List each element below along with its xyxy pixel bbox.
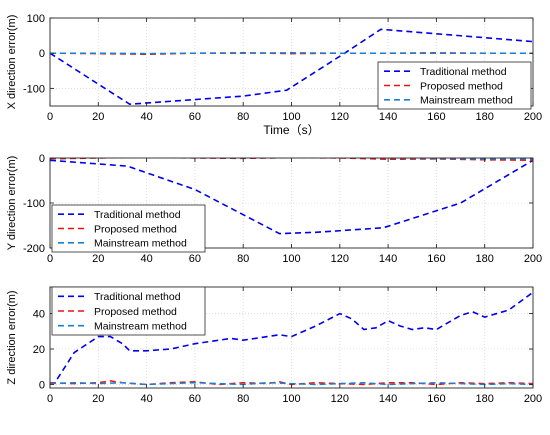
x-tick-label: 60	[189, 111, 201, 123]
series-line-mainstream-method	[50, 52, 533, 55]
x-tick-label: 100	[282, 253, 300, 265]
y-tick-label: 20	[33, 344, 45, 356]
x-tick-label: 40	[140, 393, 152, 405]
y-tick-label: -100	[23, 83, 45, 95]
x-tick-label: 100	[282, 393, 300, 405]
series-line-traditional-method	[50, 28, 533, 106]
x-tick-label: 100	[282, 111, 300, 123]
x-tick-label: 180	[476, 111, 494, 123]
legend-entry: Mainstream method	[420, 95, 513, 107]
legend-entry: Proposed method	[420, 80, 503, 92]
x-tick-label: 200	[524, 111, 542, 123]
series-line-proposed-method	[50, 380, 533, 386]
x-tick-label: 180	[476, 393, 494, 405]
legend-entry: Proposed method	[94, 306, 177, 318]
y-tick-label: 40	[33, 309, 45, 321]
y-tick-label: 0	[39, 379, 45, 391]
x-tick-label: 80	[237, 111, 249, 123]
series-line-mainstream-method	[50, 158, 533, 160]
legend: Traditional method Proposed method Mainstr…	[377, 61, 532, 110]
x-tick-label: 80	[237, 253, 249, 265]
legend-entry: Mainstream method	[94, 238, 187, 250]
y-tick-label: -100	[23, 198, 45, 210]
y-tick-label: 0	[39, 153, 45, 165]
x-tick-label: 120	[331, 253, 349, 265]
legend-entry: Proposed method	[94, 223, 177, 235]
x-tick-label: 60	[189, 393, 201, 405]
legend-box	[51, 204, 206, 253]
x-tick-label: 160	[427, 393, 445, 405]
legend-box	[51, 286, 206, 336]
legend-box	[377, 61, 532, 110]
x-tick-label: 0	[47, 393, 53, 405]
x-tick-label: 80	[237, 393, 249, 405]
legend-entry: Traditional method	[94, 209, 181, 221]
x-tick-label: 20	[92, 111, 104, 123]
x-axis-label: Time（s）	[263, 123, 319, 137]
y-axis-label: X direction error(m)	[6, 15, 18, 110]
legend-entry: Traditional method	[420, 66, 507, 78]
x-tick-label: 0	[47, 253, 53, 265]
series-line-traditional-method	[50, 159, 533, 235]
x-tick-label: 120	[331, 393, 349, 405]
x-tick-label: 20	[92, 253, 104, 265]
x-tick-label: 120	[331, 111, 349, 123]
y-axis-label: Y direction error(m)	[6, 156, 18, 251]
x-tick-label: 140	[379, 253, 397, 265]
legend-entry: Mainstream method	[94, 320, 187, 332]
chart-panel-3: 0 20 40 60 80 100 120 140 160 180 200 0 20 40 Z direct…	[6, 286, 542, 405]
y-tick-label: 0	[39, 48, 45, 60]
x-tick-label: 140	[379, 111, 397, 123]
y-tick-label: 100	[27, 13, 45, 25]
x-tick-label: 20	[92, 393, 104, 405]
x-tick-label: 40	[140, 111, 152, 123]
x-tick-label: 140	[379, 393, 397, 405]
legend: Traditional method Proposed method Mainstr…	[51, 204, 206, 253]
x-tick-label: 40	[140, 253, 152, 265]
chart-panel-1: 0 20 40 60 80 100 120 140 160 180 200-1000100Time（…	[6, 13, 542, 137]
chart-panel-2: 0 20 40 60 80 100 120 140 160 180 200 -200 -100 0 Y di…	[6, 153, 542, 265]
series-line-traditional-method	[56, 291, 533, 380]
legend: Traditional method Proposed method Mainstr…	[51, 286, 206, 336]
x-tick-label: 160	[427, 111, 445, 123]
x-tick-label: 200	[524, 393, 542, 405]
legend-entry: Traditional method	[94, 291, 181, 303]
x-tick-label: 160	[427, 253, 445, 265]
x-tick-label: 0	[47, 111, 53, 123]
x-tick-label: 180	[476, 253, 494, 265]
y-axis-label: Z direction error(m)	[6, 290, 18, 384]
series-line-mainstream-method	[50, 381, 533, 386]
y-tick-label: -200	[23, 243, 45, 255]
x-tick-label: 60	[189, 253, 201, 265]
x-tick-label: 200	[524, 253, 542, 265]
